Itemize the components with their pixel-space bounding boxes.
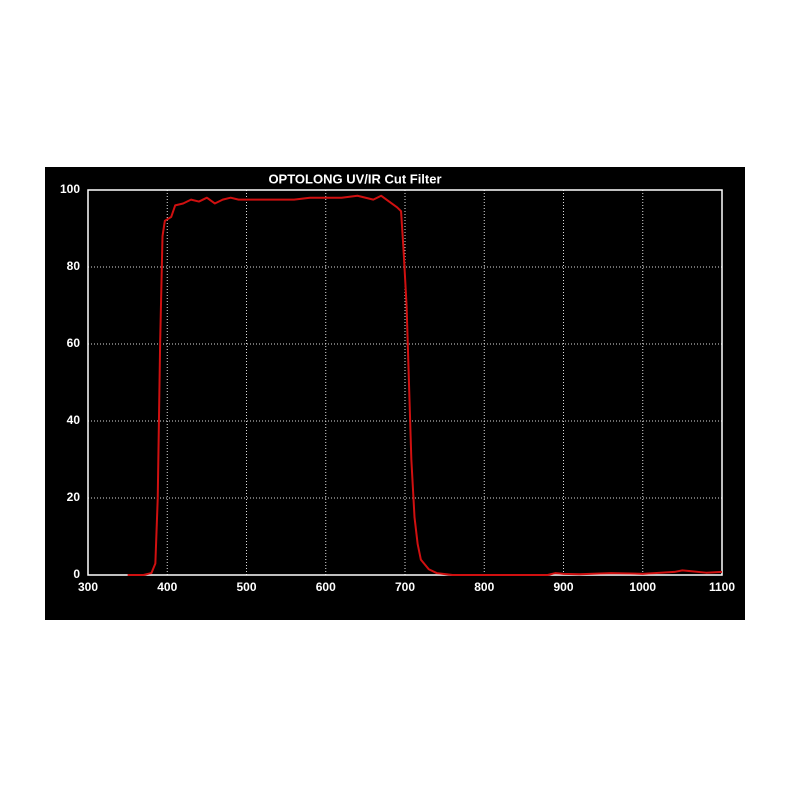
x-tick-label: 600	[316, 580, 336, 594]
x-tick-label: 700	[395, 580, 415, 594]
x-tick-label: 800	[474, 580, 494, 594]
plot-border	[87, 189, 723, 576]
chart-background	[45, 167, 745, 620]
series-line	[127, 194, 723, 576]
x-tick-label: 300	[78, 580, 98, 594]
x-tick-label: 500	[236, 580, 256, 594]
y-tick-label: 80	[67, 259, 81, 273]
x-tick-label: 1100	[709, 580, 735, 594]
y-tick-label: 100	[60, 182, 80, 196]
y-tick-label: 0	[73, 567, 80, 581]
x-tick-label: 400	[157, 580, 177, 594]
chart-title: OPTOLONG UV/IR Cut Filter	[268, 171, 441, 186]
y-tick-label: 20	[67, 490, 81, 504]
y-tick-label: 40	[67, 413, 81, 427]
x-tick-label: 1000	[629, 580, 656, 594]
y-tick-label: 60	[67, 336, 81, 350]
x-tick-label: 900	[553, 580, 573, 594]
